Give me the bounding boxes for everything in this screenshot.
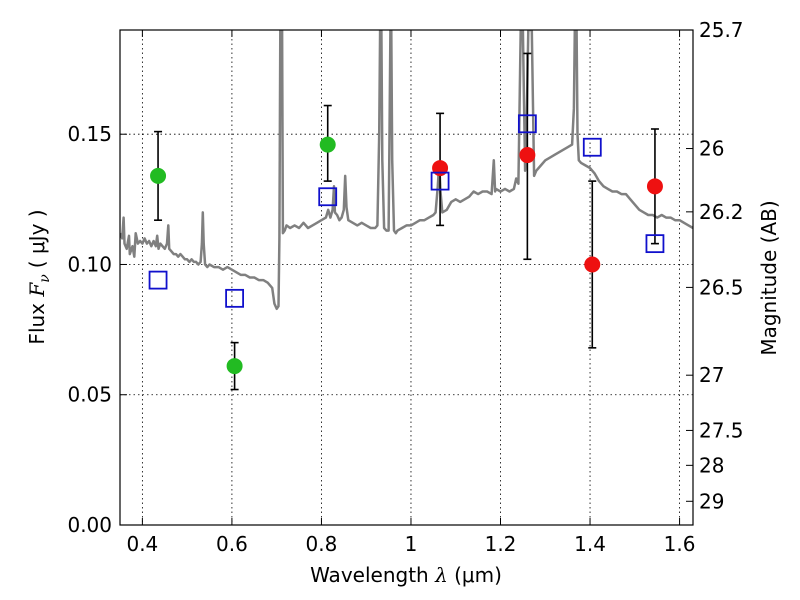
y-axis-label: Flux Fν ( μJy )	[25, 209, 53, 344]
x-tick-label: 0.6	[216, 532, 248, 556]
right-tick-label: 25.7	[699, 18, 744, 42]
x-tick-label: 0.4	[126, 532, 158, 556]
model-photometry-square	[582, 137, 602, 157]
y-tick-label: 0.15	[67, 122, 112, 146]
model-photometry-square	[645, 234, 665, 254]
right-tick-label: 28	[699, 453, 724, 477]
x-axis-label: Wavelength λ (μm)	[310, 563, 502, 587]
y-tick-label: 0.00	[67, 513, 112, 537]
right-tick-label: 26.2	[699, 200, 744, 224]
green-data-point	[150, 167, 167, 184]
model-photometry-square	[430, 171, 450, 191]
green-data-point	[226, 358, 243, 375]
y-axis-label-unit: ( μJy )	[25, 209, 49, 268]
model-spectrum-line	[120, 30, 693, 311]
plot-frame	[119, 29, 694, 526]
right-tick-label: 26.5	[699, 275, 744, 299]
grid-lines	[120, 30, 693, 525]
model-photometry-square	[318, 187, 338, 207]
y-axis-label-symbol: F	[25, 282, 49, 298]
right-tick-label: 27.5	[699, 418, 744, 442]
y-axis-label-text: Flux	[25, 303, 49, 345]
right-axis-label: Magnitude (AB)	[757, 200, 781, 355]
y-tick-label: 0.05	[67, 383, 112, 407]
x-tick-label: 1.6	[664, 532, 696, 556]
axis-ticks: 0.4 0.6 0.8 1 1.2 1.4 1.6 0.00 0.05 0.10 0.15 25.7 2…	[67, 18, 743, 556]
x-axis-label-unit: (μm)	[454, 563, 502, 587]
red-data-point	[519, 147, 536, 164]
green-data-point	[319, 136, 336, 153]
model-photometry-square	[148, 270, 168, 290]
x-tick-label: 1.2	[485, 532, 517, 556]
x-axis-label-symbol: λ	[434, 563, 448, 587]
right-tick-label: 27	[699, 363, 724, 387]
right-tick-label: 26	[699, 137, 724, 161]
model-photometry-square	[225, 288, 245, 308]
right-tick-label: 29	[699, 489, 724, 513]
red-data-point	[646, 178, 663, 195]
x-tick-label: 1.4	[574, 532, 606, 556]
x-tick-label: 1	[405, 532, 418, 556]
y-tick-label: 0.10	[67, 252, 112, 276]
x-tick-label: 0.8	[306, 532, 338, 556]
x-axis-label-text: Wavelength	[310, 563, 429, 587]
model-photometry-square	[517, 114, 537, 134]
red-data-point	[584, 256, 601, 273]
plot-area	[120, 30, 693, 391]
y-axis-label-subscript: ν	[37, 274, 53, 283]
